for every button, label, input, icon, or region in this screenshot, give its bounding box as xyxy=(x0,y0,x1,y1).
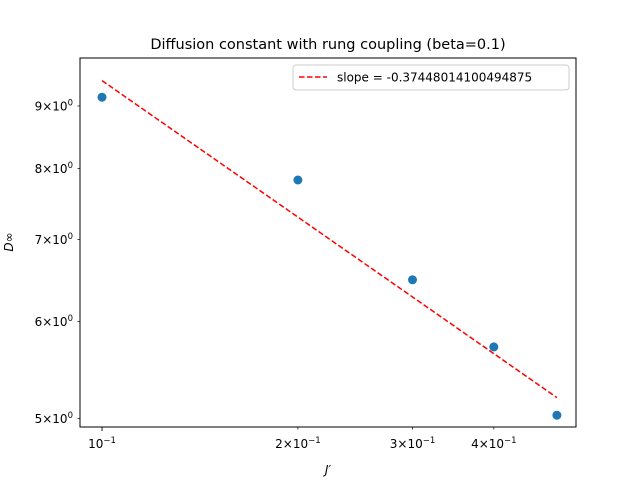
y-tick-label: 7×100 xyxy=(35,232,73,247)
y-tick-label: 9×100 xyxy=(35,98,73,113)
y-tick-label: 8×100 xyxy=(35,161,73,176)
x-tick-label: 2×10−1 xyxy=(275,436,321,451)
x-tick-label: 4×10−1 xyxy=(471,436,517,451)
x-tick-label: 3×10−1 xyxy=(390,436,436,451)
legend: slope = -0.37448014100494875 xyxy=(292,64,570,91)
fit-line xyxy=(101,79,558,399)
data-point xyxy=(408,275,417,285)
y-tick-label: 6×100 xyxy=(35,314,73,329)
data-point xyxy=(97,92,107,102)
data-point xyxy=(489,342,499,352)
x-axis-label: J′ xyxy=(323,463,332,477)
x-tick-label: 10−1 xyxy=(88,436,116,451)
data-point xyxy=(293,175,303,185)
legend-box xyxy=(292,64,570,91)
y-tick-label: 5×100 xyxy=(35,411,73,426)
chart-title: Diffusion constant with rung coupling (b… xyxy=(150,37,505,53)
legend-fit-line-label: slope = -0.37448014100494875 xyxy=(337,71,532,85)
axes-frame xyxy=(79,57,577,428)
data-point xyxy=(552,410,562,420)
y-axis-label: D∞ xyxy=(2,232,16,251)
